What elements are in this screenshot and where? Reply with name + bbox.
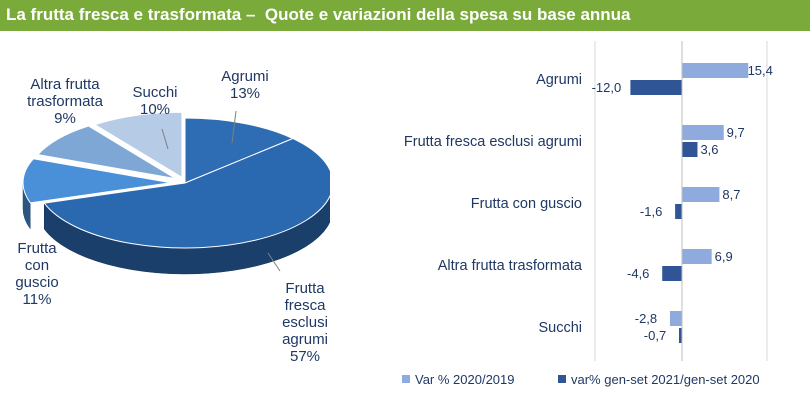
pie-label-line: agrumi — [282, 331, 328, 348]
pie-slice-label: Succhi 10% — [132, 84, 177, 118]
pie-label-line: guscio — [15, 274, 58, 291]
legend-label: var% gen-set 2021/gen-set 2020 — [571, 372, 760, 387]
pie-chart: Agrumi 13%Frutta fresca esclusi agrumi 57%Fru… — [15, 68, 330, 365]
bar — [662, 266, 682, 281]
bar — [682, 125, 724, 140]
pie-slice — [184, 117, 295, 184]
bar-chart: Agrumi 15,4 -12,0 Frutta fresca esclusi agr… — [402, 41, 773, 387]
pie-slice — [93, 111, 183, 179]
pie-label-line: Altra frutta — [30, 76, 100, 93]
data-label: 15,4 — [748, 63, 773, 78]
legend-label: Var % 2020/2019 — [415, 372, 515, 387]
pie-label-line: esclusi — [282, 314, 328, 331]
data-label: -4,6 — [627, 266, 649, 281]
data-label: 3,6 — [700, 142, 718, 157]
bar — [669, 311, 682, 326]
data-label: 8,7 — [722, 187, 740, 202]
pie-label-line: trasformata — [27, 93, 104, 110]
data-label: -2,8 — [635, 311, 657, 326]
pie-label-line: Succhi — [132, 84, 177, 101]
page-title: La frutta fresca e trasformata – Quote e… — [6, 5, 631, 24]
data-label: -1,6 — [640, 204, 662, 219]
pie-leader-line — [161, 128, 169, 150]
bar — [682, 249, 712, 264]
legend-swatch — [402, 375, 410, 383]
pie-leader-line — [231, 110, 237, 144]
pie-slice — [43, 137, 330, 249]
category-label: Frutta con guscio — [471, 196, 582, 212]
pie-label-line: 9% — [54, 110, 76, 127]
bar — [678, 328, 682, 343]
bar — [682, 142, 698, 157]
pie-label-line: 11% — [23, 291, 52, 308]
data-label: 9,7 — [727, 125, 745, 140]
bar — [682, 63, 749, 78]
pie-label-line: Frutta — [285, 280, 325, 297]
pie-label-line: Agrumi — [221, 68, 269, 85]
pie-slice — [22, 158, 172, 204]
pie-label-line: Frutta — [17, 240, 57, 257]
data-label: 6,9 — [715, 249, 733, 264]
pie-label-line: 13% — [230, 85, 260, 102]
data-label: -12,0 — [592, 80, 622, 95]
bar — [682, 187, 720, 202]
pie-slice-label: Frutta fresca esclusi agrumi 57% — [282, 280, 328, 365]
pie-leader-line — [267, 252, 281, 272]
category-label: Frutta fresca esclusi agrumi — [404, 134, 582, 150]
bar — [675, 204, 682, 219]
legend-swatch — [558, 375, 566, 383]
category-label: Succhi — [538, 320, 582, 336]
title-bar: La frutta fresca e trasformata – Quote e… — [0, 0, 810, 31]
category-label: Agrumi — [536, 72, 582, 88]
pie-slice-label: Frutta con guscio 11% — [15, 240, 58, 308]
pie-label-line: con — [25, 257, 49, 274]
bar — [630, 80, 682, 95]
pie-label-line: 57% — [290, 348, 320, 365]
pie-slice-label: Altra frutta trasformata 9% — [27, 76, 104, 127]
data-label: -0,7 — [644, 328, 666, 343]
pie-slice — [36, 125, 176, 180]
pie-slice-label: Agrumi 13% — [221, 68, 269, 102]
category-label: Altra frutta trasformata — [438, 258, 583, 274]
pie-label-line: 10% — [140, 101, 170, 118]
pie-label-line: fresca — [285, 297, 327, 314]
